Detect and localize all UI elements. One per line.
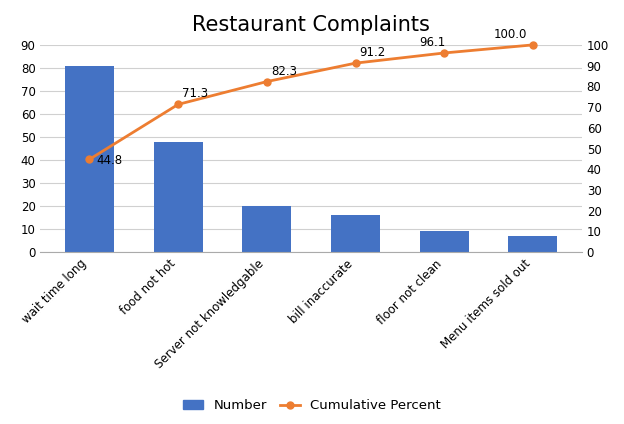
Text: 100.0: 100.0 [494,28,527,41]
Text: 44.8: 44.8 [96,153,122,167]
Text: 96.1: 96.1 [419,36,446,49]
Title: Restaurant Complaints: Restaurant Complaints [192,15,430,35]
Bar [331,215,380,252]
Bar [65,66,114,252]
Text: 91.2: 91.2 [359,46,386,59]
Text: 82.3: 82.3 [271,64,297,78]
Legend: Number, Cumulative Percent: Number, Cumulative Percent [178,394,446,417]
Text: 71.3: 71.3 [182,87,208,100]
Bar [154,142,203,252]
Bar [420,232,469,252]
Bar [243,206,291,252]
Bar [509,236,557,252]
